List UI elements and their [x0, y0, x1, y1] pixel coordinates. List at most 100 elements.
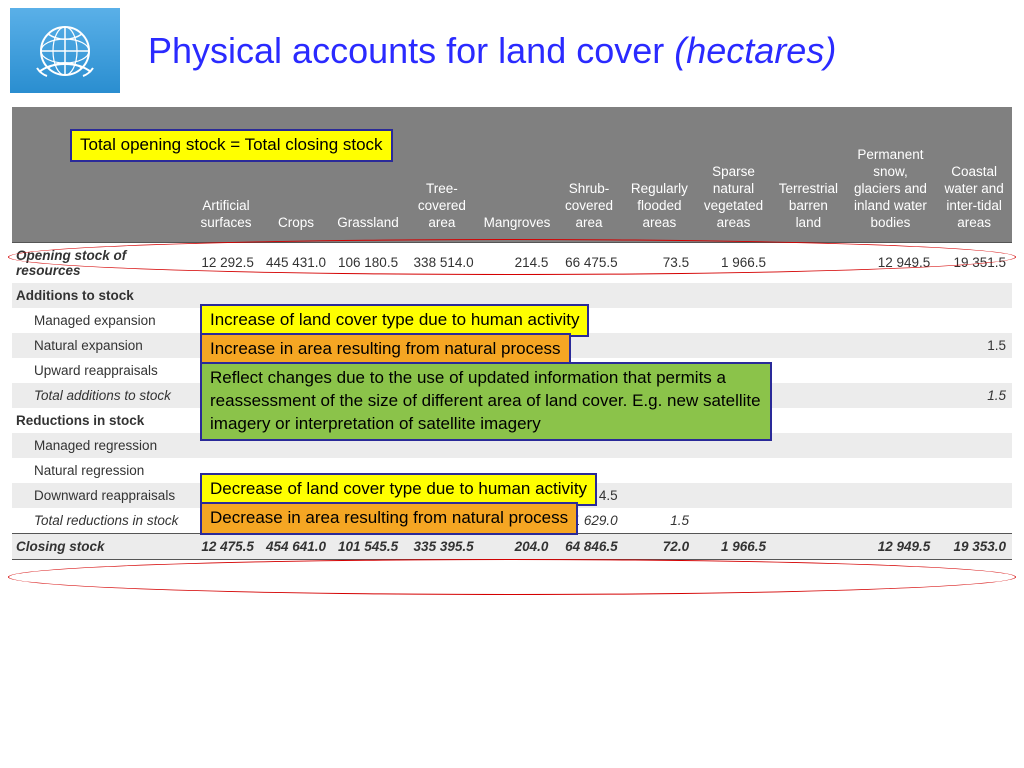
callout-opening-equals-closing: Total opening stock = Total closing stoc… — [70, 129, 393, 162]
table-cell — [936, 308, 1012, 333]
table-cell — [936, 483, 1012, 508]
callout-natural-expansion: Increase in area resulting from natural … — [200, 333, 571, 366]
column-header: Grassland — [332, 107, 404, 242]
column-header: Crops — [260, 107, 332, 242]
table-cell: 1 966.5 — [695, 242, 772, 283]
table-cell — [772, 458, 845, 483]
table-cell: 101 545.5 — [332, 533, 404, 559]
column-header: Terrestrial barren land — [772, 107, 845, 242]
column-header: Shrub-covered area — [554, 107, 623, 242]
table-cell: 454 641.0 — [260, 533, 332, 559]
table-cell — [624, 283, 695, 308]
table-cell — [695, 483, 772, 508]
column-header: Sparse natural vegetated areas — [695, 107, 772, 242]
table-cell: 1.5 — [936, 333, 1012, 358]
table-row: Opening stock of resources12 292.5445 43… — [12, 242, 1012, 283]
table-cell — [772, 483, 845, 508]
table-cell — [772, 383, 845, 408]
row-label: Downward reappraisals — [12, 483, 192, 508]
table-cell: 1.5 — [624, 508, 695, 534]
table-cell: 204.0 — [480, 533, 555, 559]
callout-text: Increase in area resulting from natural … — [210, 339, 561, 358]
callout-natural-regression: Decrease in area resulting from natural … — [200, 502, 578, 535]
ellipse-closing-row — [8, 559, 1016, 595]
table-cell — [772, 508, 845, 534]
table-cell: 338 514.0 — [404, 242, 480, 283]
callout-text: Increase of land cover type due to human… — [210, 310, 579, 329]
row-label: Additions to stock — [12, 283, 192, 308]
table-cell — [845, 408, 937, 433]
callout-text: Decrease in area resulting from natural … — [210, 508, 568, 527]
table-cell — [695, 333, 772, 358]
row-label: Closing stock — [12, 533, 192, 559]
table-cell: 445 431.0 — [260, 242, 332, 283]
table-cell — [624, 483, 695, 508]
table-cell — [845, 433, 937, 458]
table-row: Closing stock12 475.5454 641.0101 545.53… — [12, 533, 1012, 559]
table-cell — [695, 308, 772, 333]
table-cell — [772, 242, 845, 283]
callout-text: Reflect changes due to the use of update… — [210, 368, 761, 433]
table-cell — [936, 408, 1012, 433]
table-cell — [624, 333, 695, 358]
callout-text: Total opening stock = Total closing stoc… — [80, 135, 383, 154]
slide-title: Physical accounts for land cover (hectar… — [148, 30, 836, 72]
title-main: Physical accounts for land cover — [148, 30, 674, 71]
table-cell — [845, 383, 937, 408]
column-header: Tree-covered area — [404, 107, 480, 242]
table-cell: 73.5 — [624, 242, 695, 283]
table-cell — [695, 283, 772, 308]
callout-managed-expansion: Increase of land cover type due to human… — [200, 304, 589, 337]
callout-managed-regression: Decrease of land cover type due to human… — [200, 473, 597, 506]
table-cell — [936, 283, 1012, 308]
row-label: Reductions in stock — [12, 408, 192, 433]
table-cell — [624, 458, 695, 483]
row-label: Natural expansion — [12, 333, 192, 358]
column-header: Permanent snow, glaciers and inland wate… — [845, 107, 937, 242]
table-cell: 64 846.5 — [554, 533, 623, 559]
title-italic: (hectares) — [674, 30, 836, 71]
table-cell — [772, 333, 845, 358]
table-container: Artificial surfacesCropsGrasslandTree-co… — [12, 107, 1012, 560]
column-header — [12, 107, 192, 242]
column-header: Regularly flooded areas — [624, 107, 695, 242]
table-cell — [936, 458, 1012, 483]
table-cell — [772, 408, 845, 433]
table-cell: 335 395.5 — [404, 533, 480, 559]
table-cell — [624, 308, 695, 333]
callout-upward-reappraisals: Reflect changes due to the use of update… — [200, 362, 772, 441]
table-cell — [695, 508, 772, 534]
table-cell: 12 949.5 — [845, 533, 937, 559]
row-label: Natural regression — [12, 458, 192, 483]
table-cell — [936, 358, 1012, 383]
table-cell — [772, 358, 845, 383]
table-cell — [695, 458, 772, 483]
table-cell: 1.5 — [936, 383, 1012, 408]
table-cell: 1 966.5 — [695, 533, 772, 559]
table-cell — [772, 433, 845, 458]
row-label: Total additions to stock — [12, 383, 192, 408]
table-cell — [772, 533, 845, 559]
row-label: Opening stock of resources — [12, 242, 192, 283]
callout-text: Decrease of land cover type due to human… — [210, 479, 587, 498]
table-cell — [845, 508, 937, 534]
table-cell — [845, 308, 937, 333]
row-label: Total reductions in stock — [12, 508, 192, 534]
column-header: Mangroves — [480, 107, 555, 242]
table-cell: 19 351.5 — [936, 242, 1012, 283]
table-cell — [845, 333, 937, 358]
slide-header: Physical accounts for land cover (hectar… — [0, 0, 1024, 103]
table-cell — [845, 358, 937, 383]
row-label: Managed expansion — [12, 308, 192, 333]
table-cell — [845, 458, 937, 483]
table-cell — [772, 308, 845, 333]
table-cell: 12 475.5 — [192, 533, 260, 559]
table-cell: 72.0 — [624, 533, 695, 559]
column-header: Artificial surfaces — [192, 107, 260, 242]
row-label: Managed regression — [12, 433, 192, 458]
table-cell — [845, 483, 937, 508]
table-cell: 12 292.5 — [192, 242, 260, 283]
table-cell: 12 949.5 — [845, 242, 937, 283]
table-cell: 106 180.5 — [332, 242, 404, 283]
table-cell: 214.5 — [480, 242, 555, 283]
